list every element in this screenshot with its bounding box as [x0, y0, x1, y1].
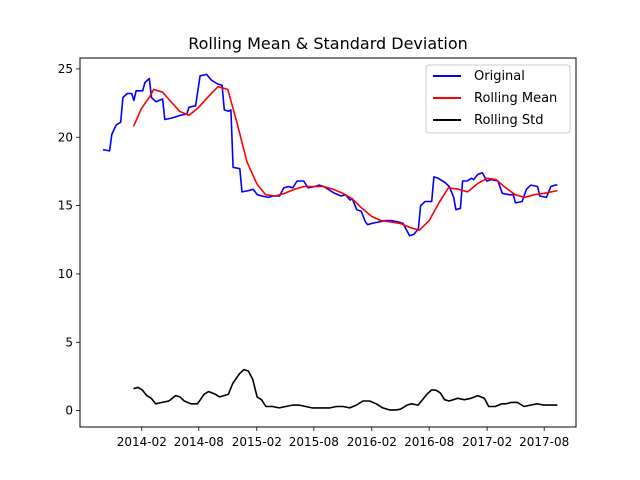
x-tick-label: 2014-02	[117, 435, 167, 449]
x-tick-label: 2017-02	[462, 435, 512, 449]
legend-label-rolling-std: Rolling Std	[474, 113, 543, 128]
y-tick-label: 5	[65, 335, 73, 349]
y-tick-label: 0	[65, 404, 73, 418]
series-line-original	[102, 73, 558, 237]
series-layer	[102, 73, 558, 411]
chart-title: Rolling Mean & Standard Deviation	[188, 34, 468, 53]
x-axis: 2014-02 2014-08 2015-02 2015-08 2016-02 2016-…	[117, 427, 569, 449]
legend-items: Original Rolling Mean Rolling Std	[433, 69, 557, 128]
legend-label-original: Original	[474, 69, 525, 84]
y-axis: 0 5 10 15 20 25	[58, 62, 80, 418]
series-line-rolling-mean	[132, 85, 558, 231]
legend-box	[425, 64, 571, 134]
y-tick-label: 15	[58, 199, 73, 213]
x-tick-label: 2017-08	[519, 435, 569, 449]
series-line-rolling-std	[133, 368, 558, 411]
y-tick-label: 20	[58, 130, 73, 144]
legend: Original Rolling Mean Rolling Std	[425, 64, 571, 134]
y-tick-label: 25	[58, 62, 73, 76]
x-tick-label: 2014-08	[174, 435, 224, 449]
x-tick-label: 2015-08	[289, 435, 339, 449]
legend-label-rolling-mean: Rolling Mean	[474, 91, 557, 106]
x-tick-label: 2016-02	[347, 435, 397, 449]
y-tick-label: 10	[58, 267, 73, 281]
x-tick-label: 2016-08	[404, 435, 454, 449]
x-tick-label: 2015-02	[232, 435, 282, 449]
plot-frame	[79, 57, 577, 428]
